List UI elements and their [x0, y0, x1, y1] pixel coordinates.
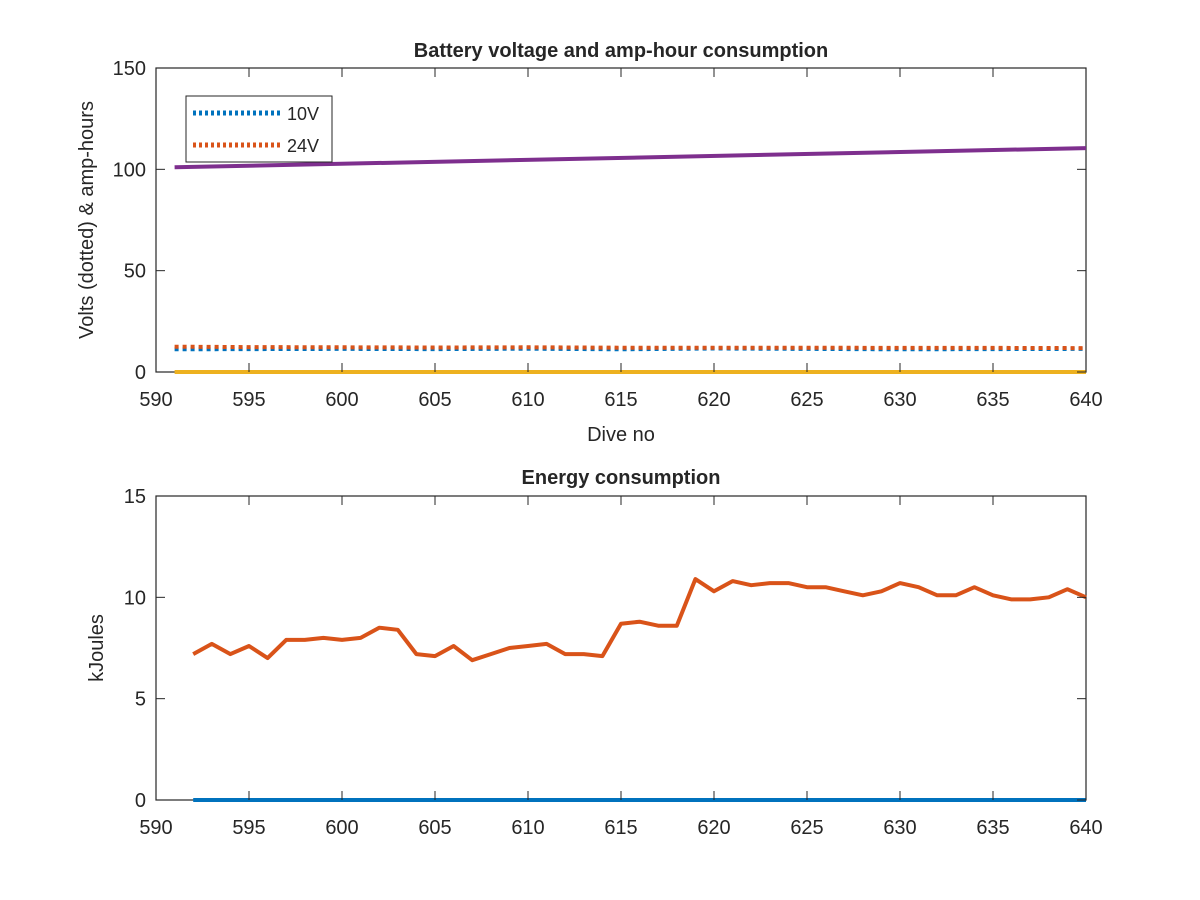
- bottom-xtick-label: 590: [139, 817, 172, 839]
- top-ytick-label: 150: [113, 58, 146, 80]
- bottom-plot-area: [155, 495, 1087, 801]
- top-xtick-label: 600: [325, 389, 358, 411]
- top-xtick-label: 625: [790, 389, 823, 411]
- bottom-chart-panel: 590 595 600 605 610 615 620 625 630 635 640051015 …: [86, 467, 1103, 839]
- top-xtick-label: 605: [418, 389, 451, 411]
- top-chart-series: [174, 146, 1087, 374]
- top-ytick-label: 0: [135, 362, 146, 384]
- legend-box: [185, 95, 333, 163]
- top-xtick-label: 590: [139, 389, 172, 411]
- top-series-line-2: [174, 344, 1087, 351]
- top-ytick-label: 50: [124, 261, 146, 283]
- top-xtick-label: 595: [232, 389, 265, 411]
- bottom-ytick-label: 5: [135, 689, 146, 711]
- bottom-xtick-label: 615: [604, 817, 637, 839]
- bottom-ytick-label: 0: [135, 790, 146, 812]
- top-xtick-label: 620: [697, 389, 730, 411]
- legend-label-10v: 10V: [287, 104, 319, 124]
- bottom-xtick-label: 630: [883, 817, 916, 839]
- top-chart-panel: 590 595 600 605 610 615 620 625 630 635 640 0 50 100 1…: [76, 40, 1103, 446]
- top-xtick-label: 615: [604, 389, 637, 411]
- top-xtick-label: 635: [976, 389, 1009, 411]
- bottom-xtick-label: 605: [418, 817, 451, 839]
- bottom-chart-ylabel: kJoules: [86, 614, 108, 682]
- top-xtick-label: 630: [883, 389, 916, 411]
- top-chart-ylabel: Volts (dotted) & amp-hours: [76, 101, 98, 339]
- bottom-xtick-label: 635: [976, 817, 1009, 839]
- bottom-xtick-label: 640: [1069, 817, 1102, 839]
- legend-label-24v: 24V: [287, 136, 319, 156]
- bottom-xtick-label: 620: [697, 817, 730, 839]
- top-chart-legend: 10V 24V: [185, 95, 333, 163]
- top-xtick-label: 640: [1069, 389, 1102, 411]
- bottom-xtick-label: 625: [790, 817, 823, 839]
- bottom-chart-title: Energy consumption: [522, 467, 721, 489]
- bottom-chart-ticks: 590 595 600 605 610 615 620 625 630 635 640 0 5 10 15: [124, 486, 1103, 839]
- top-chart-ticks: 590 595 600 605 610 615 620 625 630 635 640 0 50 100 1…: [113, 58, 1103, 411]
- bottom-ytick-label: 10: [124, 587, 146, 609]
- top-chart-xlabel: Dive no: [587, 424, 655, 446]
- bottom-xtick-label: 595: [232, 817, 265, 839]
- top-series-line-3: [174, 146, 1087, 170]
- top-chart-title: Battery voltage and amp-hour consumption: [414, 40, 828, 62]
- bottom-series-line-1: [192, 577, 1087, 663]
- bottom-ytick-label: 15: [124, 486, 146, 508]
- top-ytick-label: 100: [113, 159, 146, 181]
- top-xtick-label: 610: [511, 389, 544, 411]
- bottom-xtick-label: 600: [325, 817, 358, 839]
- bottom-xtick-label: 610: [511, 817, 544, 839]
